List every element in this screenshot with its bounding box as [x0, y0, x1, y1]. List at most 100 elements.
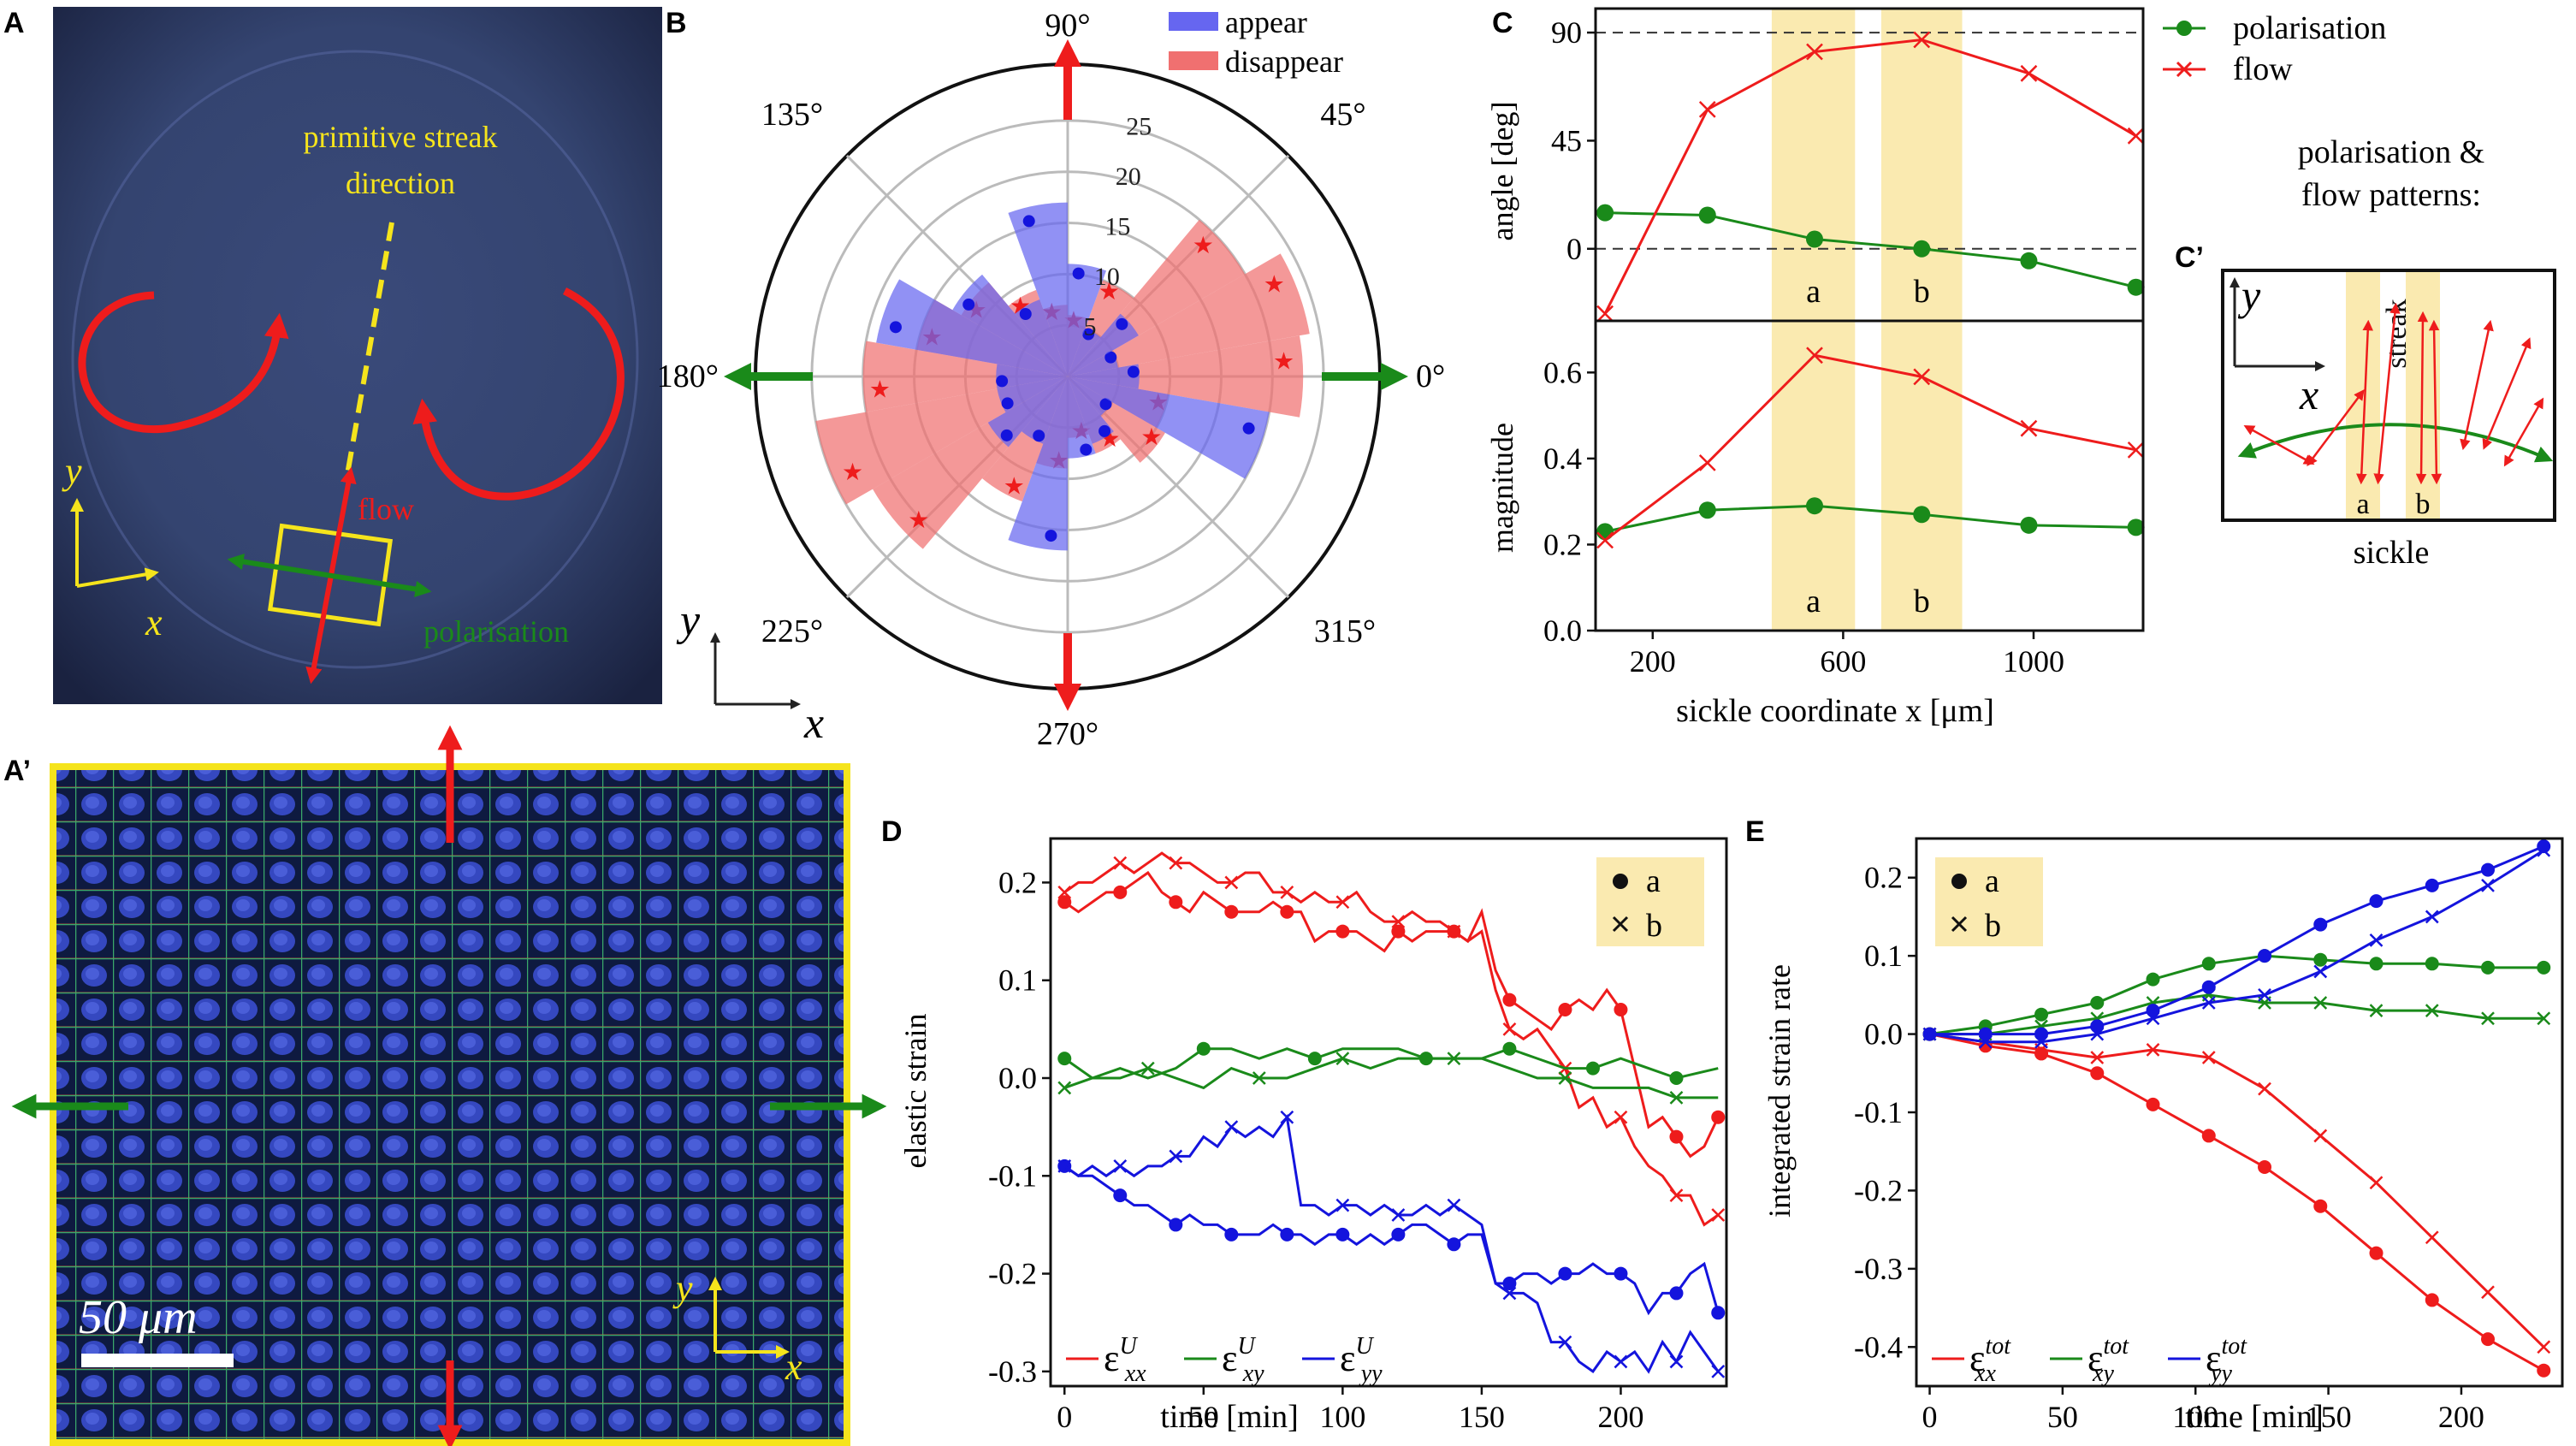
chart-c-ylabel-magnitude: magnitude [1485, 423, 1519, 553]
data-point-polarisation [1698, 501, 1716, 519]
axis-label-x: x [145, 602, 163, 643]
y-tick-label: 0.0 [1543, 613, 1582, 648]
appear-bar [876, 279, 1068, 376]
pattern-flow-arrow [2482, 337, 2532, 450]
data-point-xy-b [2425, 1004, 2439, 1018]
data-point-xx-a [1558, 1003, 1572, 1016]
data-point-polarisation [2020, 516, 2038, 534]
data-point-yy-b [1280, 1110, 1294, 1124]
plot-frame [1049, 837, 1728, 1388]
appear-marker [1000, 429, 1013, 442]
data-point-polarisation [2020, 252, 2038, 270]
data-point-xy-b [1447, 1052, 1461, 1066]
data-point-yy-a [2201, 980, 2216, 994]
data-point-xy-a [2313, 952, 2328, 967]
data-point-yy-b [2481, 878, 2495, 892]
data-point-flow [1698, 101, 1716, 118]
data-point-xx-a [1711, 1110, 1726, 1124]
data-point-yy-a [1978, 1027, 1993, 1041]
data-point-xy-b [1057, 1081, 1072, 1095]
appear-marker [1127, 365, 1140, 378]
polar-angle-label: 90° [1045, 8, 1090, 44]
disappear-bar [862, 341, 1068, 412]
data-point-flow [1596, 531, 1614, 549]
panel-label-d: D [881, 815, 903, 848]
data-point-polarisation [1596, 204, 1614, 222]
data-point-xx-b [2201, 1051, 2216, 1064]
data-point-xx-b [1502, 1022, 1517, 1036]
series-line-yy-a [1063, 1165, 1720, 1316]
chart-c-magnitude: a b 0.0 0.2 0.4 0.6 200 600 1000 [1543, 319, 2145, 679]
disappear-marker: ★ [1193, 233, 1214, 259]
x-tick-label: 100 [2172, 1400, 2218, 1434]
disappear-marker: ★ [1264, 272, 1285, 299]
data-point-xx-a [1335, 924, 1350, 939]
legend-label-flow: flow [2233, 51, 2293, 87]
data-point-xx-a [1391, 924, 1406, 939]
polar-radial-tick: 25 [1126, 112, 1152, 140]
data-point-xx-a [2201, 1129, 2216, 1143]
legend-label-yy: εU yy [1340, 1333, 1383, 1387]
legend-swatch-disappear [1169, 51, 1218, 70]
highlight-band [1771, 321, 1856, 631]
appear-marker [1099, 424, 1111, 437]
pattern-flow-arrow [2307, 389, 2365, 466]
pattern-title-1: polarisation & [2298, 134, 2484, 170]
data-point-xy-a [2090, 996, 2105, 1010]
appear-bar [1068, 328, 1101, 376]
polar-angle-label: 270° [1037, 716, 1099, 752]
appear-marker [1072, 267, 1085, 280]
polar-radial-tick: 5 [1083, 312, 1096, 341]
polar-radial-tick: 20 [1116, 163, 1141, 191]
series-line-xx-a [1929, 1033, 2544, 1372]
y-tick-label: -0.4 [1854, 1330, 1903, 1364]
disappear-bar [1068, 335, 1304, 418]
appear-bar [1068, 264, 1107, 376]
panel-a-prime: A’ 50 μm x y [3, 725, 887, 1446]
data-point-flow [1596, 305, 1614, 323]
chart-c-legend: polarisation flow [2163, 10, 2386, 87]
data-point-polarisation [1698, 206, 1716, 224]
data-point-yy-b [2425, 910, 2439, 924]
y-tick-label: 45 [1551, 123, 1582, 157]
y-tick-label: -0.1 [1854, 1095, 1903, 1129]
data-point-xy-a [1057, 1052, 1072, 1066]
disappear-marker: ★ [1099, 279, 1120, 305]
appear-marker [1080, 443, 1093, 456]
series-line-flow [1603, 38, 2137, 315]
y-tick-label: 0.2 [1543, 527, 1582, 561]
x-tick-label: 200 [1630, 644, 1676, 679]
plot-frame [1594, 7, 2145, 323]
data-point-xx-b [2090, 1051, 2105, 1064]
appear-marker [1001, 397, 1014, 410]
series-line-xx-b [1929, 1033, 2545, 1348]
x-tick-label: 0 [1922, 1400, 1938, 1434]
pattern-polarisation-arc [2237, 423, 2554, 463]
pattern-axis-label-y: y [2237, 271, 2261, 319]
band-label: b [1914, 274, 1930, 310]
y-tick-label: -0.3 [1854, 1252, 1903, 1286]
data-point-yy-b [1057, 1159, 1072, 1173]
data-point-xy-b [1558, 1071, 1572, 1085]
scale-bar [81, 1354, 234, 1367]
appear-bar [1022, 376, 1068, 444]
disappear-marker: ★ [1004, 474, 1025, 501]
appear-bar [952, 274, 1068, 376]
x-tick-label: 150 [1459, 1400, 1505, 1434]
data-point-flow [1806, 43, 1823, 61]
polar-radial-tick: 10 [1094, 263, 1120, 291]
data-point-flow [1698, 454, 1716, 471]
disappear-marker: ★ [908, 507, 929, 534]
data-point-xx-b [1224, 875, 1239, 890]
y-tick-label: -0.1 [988, 1159, 1037, 1193]
data-point-yy-b [2034, 1034, 2048, 1049]
highlight-band [1880, 9, 1963, 321]
disappear-marker: ★ [842, 459, 863, 486]
legend-marker-b-label: b [1985, 908, 2001, 944]
chart-c-angle: a b 0 45 90 [1551, 7, 2145, 323]
legend-label-disappear: disappear [1225, 44, 1343, 79]
pattern-flow-arrow [2415, 311, 2429, 485]
legend-label-xx: εU xx [1104, 1333, 1146, 1387]
y-tick-label: 0.6 [1543, 355, 1582, 389]
